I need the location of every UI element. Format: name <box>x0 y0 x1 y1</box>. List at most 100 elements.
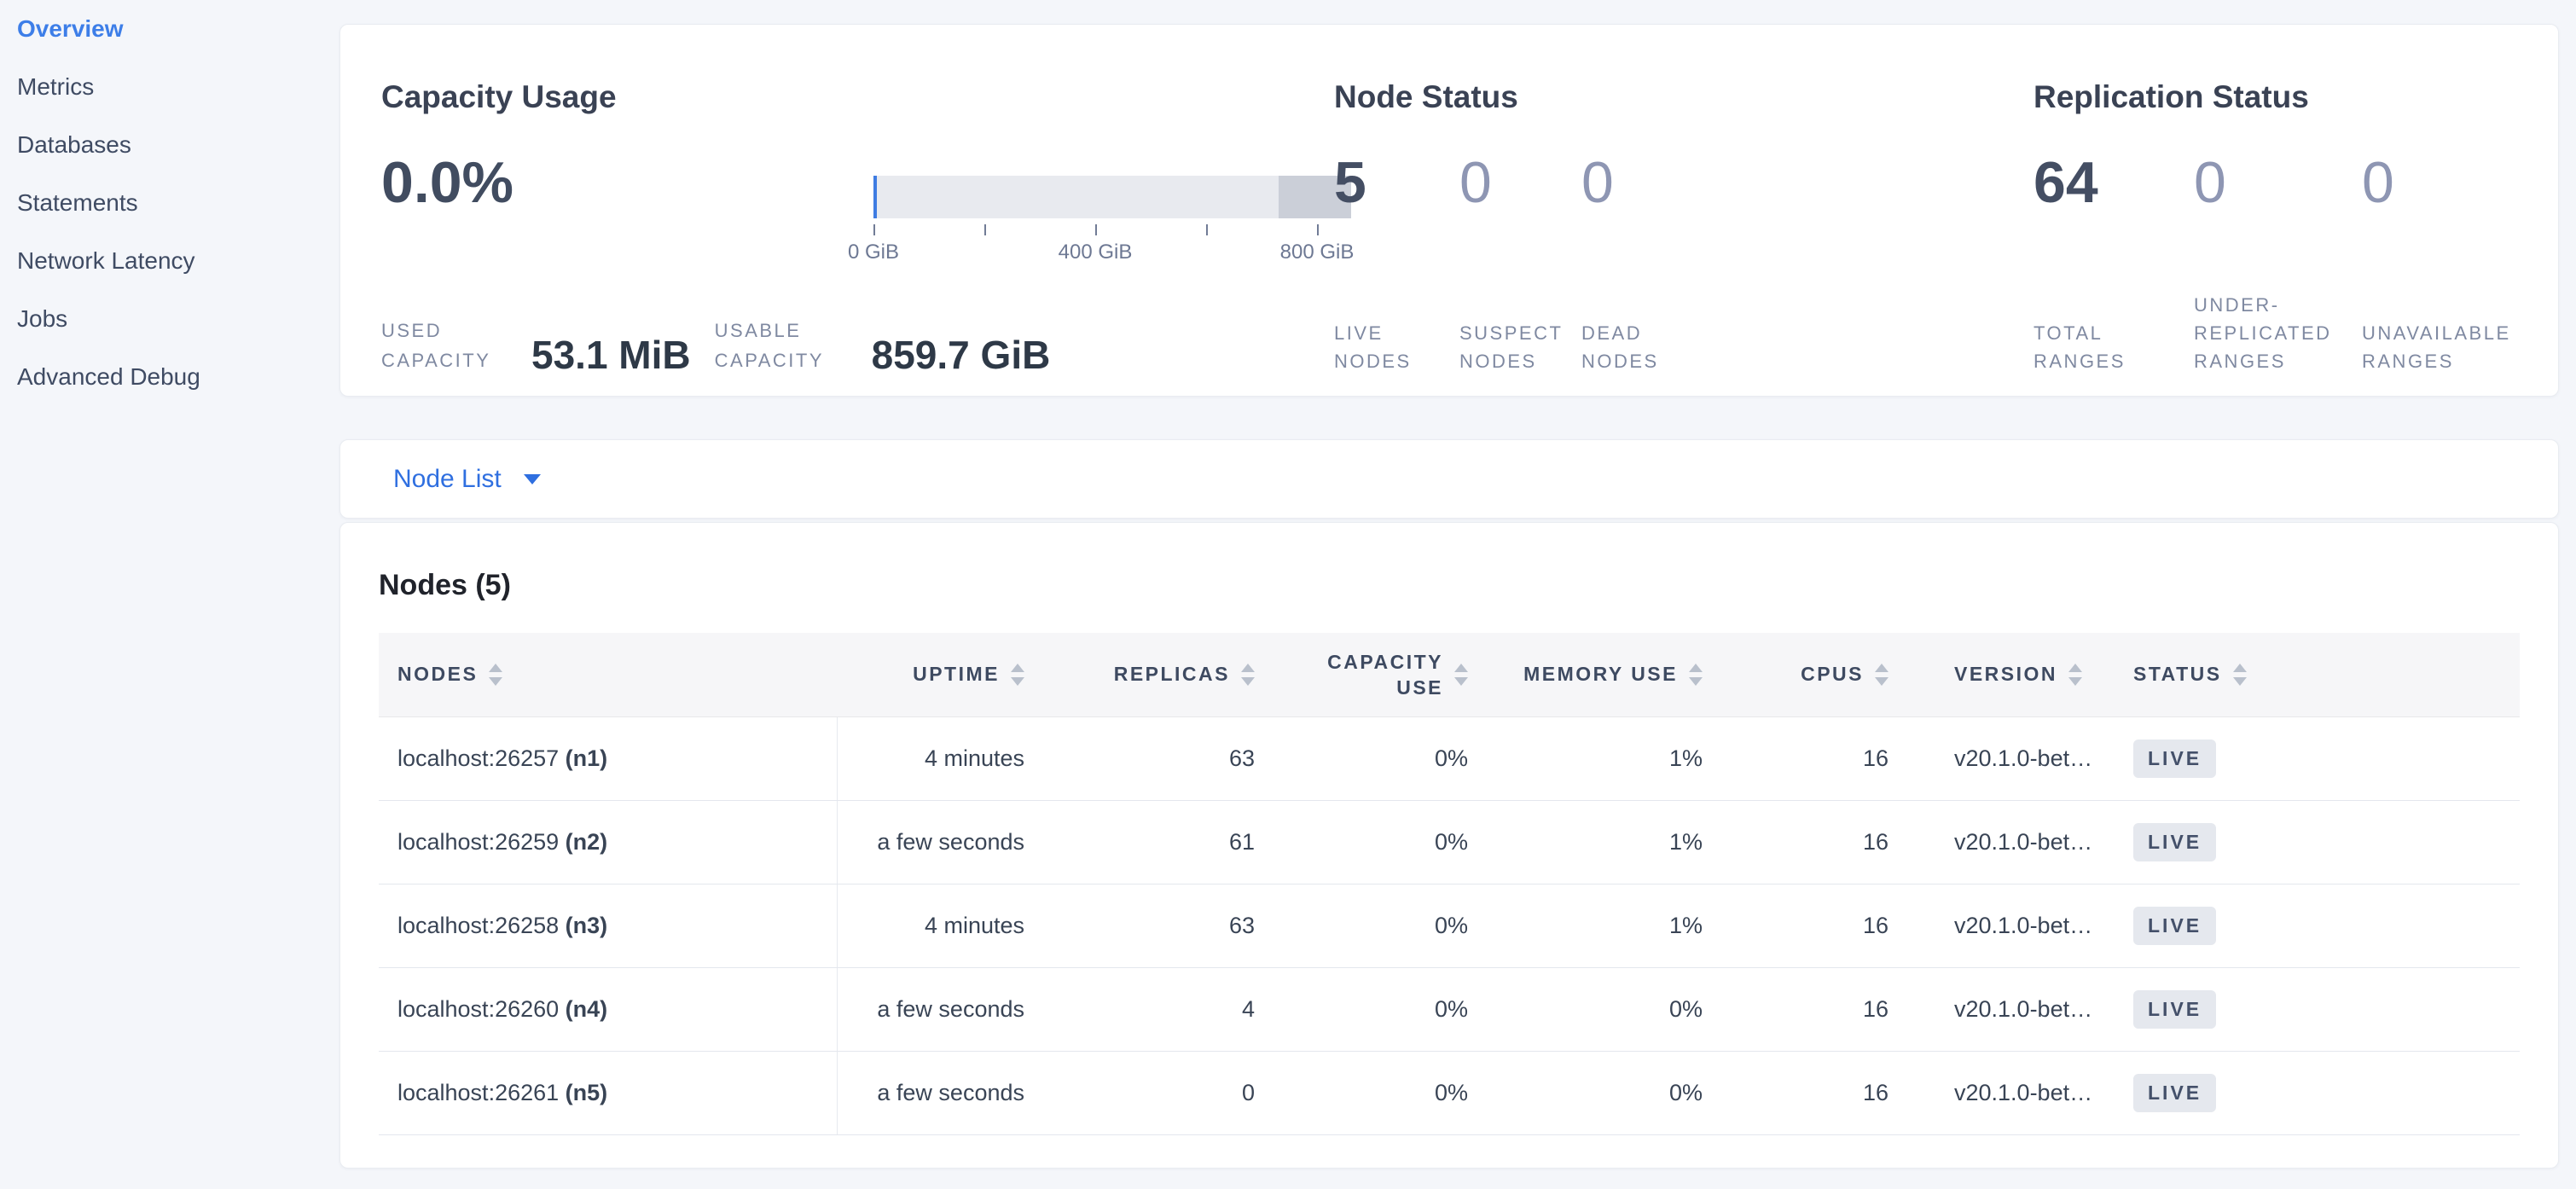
under-replicated-ranges-label: UNDER-REPLICATED RANGES <box>2194 294 2332 372</box>
node-address-link[interactable]: localhost:26259 (n2) <box>397 829 607 855</box>
column-label: CPUS <box>1801 663 1864 686</box>
node-address: localhost:26258 <box>397 912 560 938</box>
usable-capacity-value: 859.7 GiB <box>871 333 1051 377</box>
dead-nodes-value: 0 <box>1581 150 1614 215</box>
axis-tick <box>1317 224 1319 235</box>
version-cell: v20.1.0-bet… <box>1910 967 2116 1052</box>
live-nodes-value: 5 <box>1334 150 1366 215</box>
replicas-cell: 63 <box>1046 884 1276 968</box>
node-list-dropdown[interactable]: Node List <box>393 440 541 518</box>
status-badge: LIVE <box>2133 1073 2217 1112</box>
live-nodes-stat: 5 LIVE NODES <box>1334 153 1459 375</box>
table-row: localhost:26259 (n2) a few seconds 61 0%… <box>379 800 2520 884</box>
node-address: localhost:26257 <box>397 745 560 771</box>
node-id: (n3) <box>565 912 608 938</box>
sort-icon <box>489 663 503 686</box>
status-badge: LIVE <box>2133 822 2217 861</box>
sort-icon <box>2068 663 2083 686</box>
sidebar-item-network-latency[interactable]: Network Latency <box>17 247 195 274</box>
under-replicated-ranges-value: 0 <box>2194 150 2226 215</box>
column-label: STATUS <box>2133 663 2222 686</box>
column-header-version[interactable]: VERSION <box>1910 633 2116 717</box>
version-cell: v20.1.0-bet… <box>1910 800 2116 884</box>
node-status-title: Node Status <box>1334 79 1518 114</box>
uptime-cell: 4 minutes <box>837 884 1046 968</box>
memory-use-cell: 0% <box>1489 967 1724 1052</box>
column-header-nodes[interactable]: NODES <box>379 633 837 717</box>
sidebar-item-overview[interactable]: Overview <box>17 15 124 42</box>
sidebar-item-advanced-debug[interactable]: Advanced Debug <box>17 363 200 390</box>
node-id: (n4) <box>565 995 608 1022</box>
total-ranges-label: TOTAL RANGES <box>2034 322 2126 372</box>
cpus-cell: 16 <box>1724 800 1910 884</box>
cpus-cell: 16 <box>1724 1051 1910 1135</box>
capacity-bar-reserved-segment <box>1279 176 1351 218</box>
node-id: (n5) <box>565 1079 608 1105</box>
unavailable-ranges-label: UNAVAILABLE RANGES <box>2362 322 2511 372</box>
node-id: (n1) <box>565 745 608 771</box>
column-label: VERSION <box>1954 663 2058 686</box>
capacity-use-cell: 0% <box>1276 716 1489 801</box>
cpus-cell: 16 <box>1724 716 1910 801</box>
table-row: localhost:26257 (n1) 4 minutes 63 0% 1% … <box>379 716 2520 801</box>
column-label: NODES <box>397 663 479 686</box>
sort-icon <box>1689 663 1703 686</box>
column-header-status[interactable]: STATUS <box>2116 633 2520 717</box>
uptime-cell: a few seconds <box>837 800 1046 884</box>
status-badge: LIVE <box>2133 989 2217 1029</box>
dead-nodes-stat: 0 DEAD NODES <box>1581 153 1726 375</box>
node-address-link[interactable]: localhost:26258 (n3) <box>397 913 607 938</box>
column-header-replicas[interactable]: REPLICAS <box>1046 633 1276 717</box>
replication-status-title: Replication Status <box>2034 79 2309 114</box>
table-row: localhost:26261 (n5) a few seconds 0 0% … <box>379 1051 2520 1135</box>
node-status-stats: 5 LIVE NODES 0 SUSPECT NODES 0 DEAD NODE… <box>1334 153 1726 375</box>
node-address: localhost:26261 <box>397 1079 560 1105</box>
sort-icon <box>1875 663 1888 686</box>
cpus-cell: 16 <box>1724 967 1910 1052</box>
sidebar-item-databases[interactable]: Databases <box>17 131 131 158</box>
column-header-uptime[interactable]: UPTIME <box>837 633 1046 717</box>
sort-icon <box>1241 663 1255 686</box>
capacity-used-percent: 0.0% <box>381 150 513 215</box>
node-address-link[interactable]: localhost:26257 (n1) <box>397 745 607 771</box>
replicas-cell: 63 <box>1046 716 1276 801</box>
nodes-card: Nodes (5) NODES UPTIME REPL <box>339 522 2559 1169</box>
memory-use-cell: 1% <box>1489 884 1724 968</box>
replicas-cell: 61 <box>1046 800 1276 884</box>
table-header-row: NODES UPTIME REPLICAS CAPACITY USE <box>379 633 2520 717</box>
status-badge: LIVE <box>2133 906 2217 945</box>
node-list-dropdown-label: Node List <box>393 464 502 493</box>
unavailable-ranges-value: 0 <box>2362 150 2394 215</box>
dead-nodes-label: DEAD NODES <box>1581 322 1659 372</box>
memory-use-cell: 0% <box>1489 1051 1724 1135</box>
cluster-summary-card: Capacity Usage 0.0% 0 GiB 400 GiB 800 Gi… <box>339 24 2559 397</box>
column-header-memory-use[interactable]: MEMORY USE <box>1489 633 1724 717</box>
node-address-link[interactable]: localhost:26260 (n4) <box>397 996 607 1022</box>
capacity-use-cell: 0% <box>1276 884 1489 968</box>
column-header-capacity-use[interactable]: CAPACITY USE <box>1276 633 1489 717</box>
suspect-nodes-value: 0 <box>1459 150 1492 215</box>
total-ranges-value: 64 <box>2034 150 2098 215</box>
table-row: localhost:26258 (n3) 4 minutes 63 0% 1% … <box>379 884 2520 968</box>
axis-tick <box>1095 224 1097 235</box>
sidebar-item-statements[interactable]: Statements <box>17 189 138 216</box>
cpus-cell: 16 <box>1724 884 1910 968</box>
sidebar-item-jobs[interactable]: Jobs <box>17 305 68 332</box>
used-capacity-value: 53.1 MiB <box>531 333 691 377</box>
uptime-cell: a few seconds <box>837 967 1046 1052</box>
column-label: MEMORY USE <box>1523 663 1678 686</box>
column-label: REPLICAS <box>1113 663 1230 686</box>
column-header-cpus[interactable]: CPUS <box>1724 633 1910 717</box>
version-cell: v20.1.0-bet… <box>1910 716 2116 801</box>
axis-tick <box>1206 224 1208 235</box>
sidebar-item-metrics[interactable]: Metrics <box>17 73 95 100</box>
uptime-cell: a few seconds <box>837 1051 1046 1135</box>
under-replicated-ranges-stat: 0 UNDER-REPLICATED RANGES <box>2194 153 2362 375</box>
used-capacity-label: USED CAPACITY <box>381 320 491 371</box>
replicas-cell: 4 <box>1046 967 1276 1052</box>
node-address-link[interactable]: localhost:26261 (n5) <box>397 1080 607 1105</box>
capacity-bar-chart: 0 GiB 400 GiB 800 GiB <box>848 176 1354 278</box>
node-id: (n2) <box>565 828 608 855</box>
capacity-stats: USED CAPACITY 53.1 MiB USABLE CAPACITY 8… <box>381 316 1050 375</box>
version-cell: v20.1.0-bet… <box>1910 1051 2116 1135</box>
